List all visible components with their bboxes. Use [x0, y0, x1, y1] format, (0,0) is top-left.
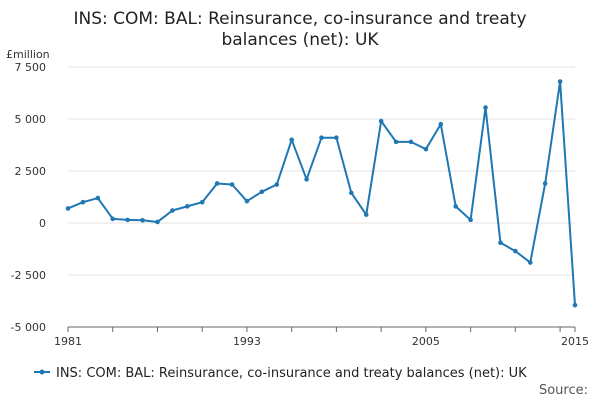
data-point-1986[interactable] — [140, 217, 145, 223]
chart-title-line-1: INS: COM: BAL: Reinsurance, co-insurance… — [73, 9, 526, 29]
data-point-2012[interactable] — [527, 260, 533, 265]
data-point-1999[interactable] — [334, 135, 339, 141]
data-point-2010[interactable] — [498, 240, 503, 246]
legend: INS: COM: BAL: Reinsurance, co-insurance… — [34, 366, 527, 381]
series-line-0 — [67, 80, 576, 306]
y-tick-label: -2 500 — [11, 269, 46, 282]
data-point-2011[interactable] — [513, 248, 518, 254]
data-point-2007[interactable] — [453, 204, 459, 209]
data-point-1990[interactable] — [199, 199, 205, 205]
x-tick-label: 1981 — [54, 335, 82, 348]
y-tick-label: 7 500 — [15, 61, 47, 74]
data-point-1996[interactable] — [289, 137, 294, 143]
data-point-1983[interactable] — [95, 195, 101, 201]
data-point-1981[interactable] — [65, 206, 71, 211]
legend-entry-label: INS: COM: BAL: Reinsurance, co-insurance… — [56, 366, 527, 381]
data-point-2000[interactable] — [349, 190, 354, 196]
gridlines — [68, 66, 575, 328]
data-point-1987[interactable] — [155, 219, 160, 225]
data-point-2014[interactable] — [557, 79, 563, 84]
y-tick-label: 0 — [39, 217, 46, 230]
chart-title: INS: COM: BAL: Reinsurance, co-insurance… — [73, 9, 526, 50]
legend-point-marker — [39, 369, 45, 375]
data-point-2001[interactable] — [363, 212, 369, 217]
data-point-2015[interactable] — [572, 302, 578, 308]
data-point-1982[interactable] — [80, 199, 86, 205]
data-point-2009[interactable] — [483, 105, 488, 110]
x-tick-label: 2005 — [412, 335, 440, 348]
data-point-2008[interactable] — [468, 217, 473, 223]
data-point-1988[interactable] — [170, 208, 175, 213]
data-point-1991[interactable] — [214, 181, 220, 186]
data-point-1995[interactable] — [274, 182, 280, 187]
x-axis: 1981 1993 2005 2015 — [54, 326, 589, 348]
data-point-2006[interactable] — [438, 121, 444, 127]
data-point-2005[interactable] — [423, 146, 429, 152]
data-point-1989[interactable] — [184, 204, 190, 209]
data-point-1984[interactable] — [110, 216, 116, 222]
x-tick-label: 2015 — [561, 335, 589, 348]
x-tick-label: 1993 — [233, 335, 261, 348]
y-tick-label: 2 500 — [15, 165, 47, 178]
data-point-1992[interactable] — [229, 182, 235, 187]
data-point-1997[interactable] — [304, 177, 309, 182]
data-point-1998[interactable] — [319, 135, 324, 141]
y-axis-ticks: 7 500 5 000 2 500 0 -2 500 -5 000 — [11, 61, 46, 334]
data-point-2004[interactable] — [408, 139, 414, 145]
data-point-1985[interactable] — [125, 217, 130, 223]
chart-title-line-2: balances (net): UK — [221, 30, 379, 50]
data-point-2003[interactable] — [393, 139, 399, 145]
data-point-1994[interactable] — [259, 189, 265, 195]
data-point-2013[interactable] — [542, 181, 548, 186]
y-tick-label: 5 000 — [15, 113, 47, 126]
series-group — [65, 79, 578, 308]
source-label: Source: — [539, 383, 588, 398]
y-tick-label: -5 000 — [11, 321, 46, 334]
data-point-2002[interactable] — [378, 118, 384, 124]
data-point-1993[interactable] — [244, 198, 250, 204]
y-axis-unit-label: £million — [6, 48, 50, 61]
